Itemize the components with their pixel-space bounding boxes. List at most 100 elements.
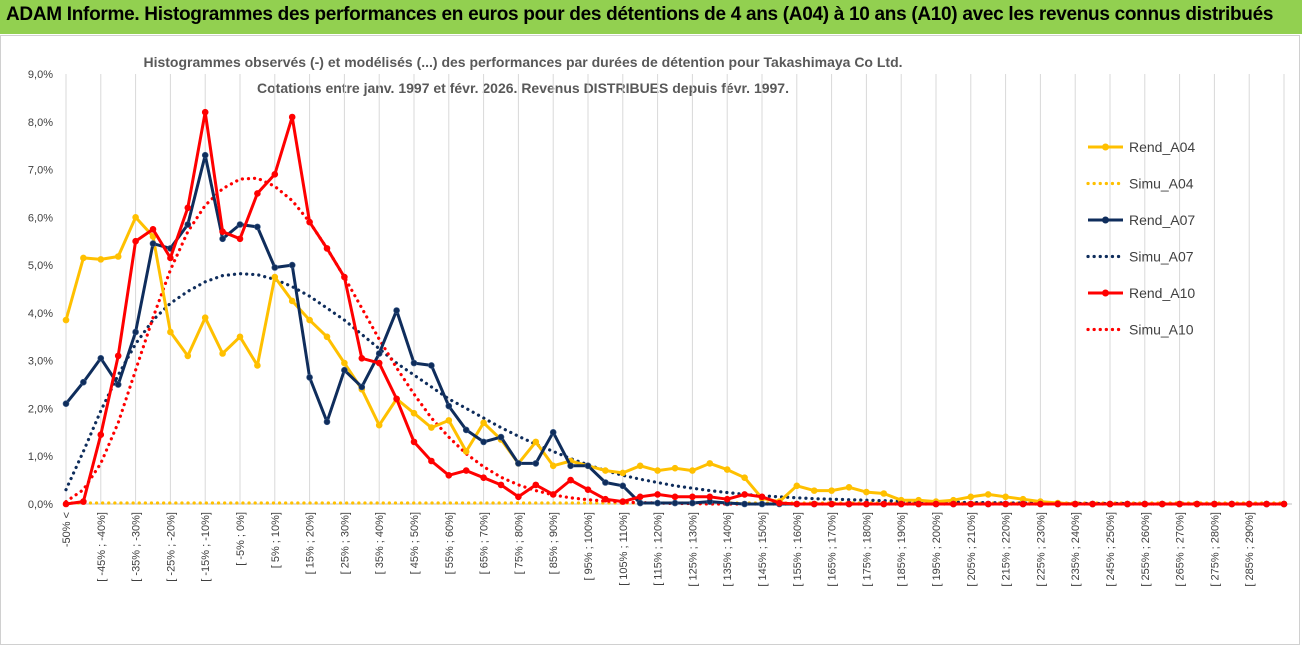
x-tick-label: [ 185% ; 190%] [896, 512, 908, 587]
data-point [393, 307, 400, 314]
data-point [532, 481, 540, 489]
x-tick-label: [ 175% ; 180%] [861, 512, 873, 587]
data-point [149, 240, 157, 247]
data-point [723, 466, 731, 473]
data-point [114, 352, 122, 360]
data-point [880, 500, 888, 508]
x-tick-label: [ 115% ; 120%] [653, 512, 665, 586]
data-point [532, 438, 540, 446]
data-point [62, 500, 70, 508]
x-tick-label: [ 55% ; 60%] [444, 512, 456, 574]
chart-subtitle: Cotations entre janv. 1997 et févr. 2026… [257, 80, 789, 96]
x-tick-label: [ 75% ; 80%] [513, 512, 525, 574]
x-tick-label: [ 275% ; 280%] [1209, 512, 1221, 587]
data-point [80, 378, 87, 386]
data-point [445, 402, 453, 410]
data-point [410, 409, 418, 417]
data-point [480, 438, 487, 446]
data-point [1228, 500, 1236, 508]
data-point [184, 352, 192, 360]
data-point [706, 460, 714, 467]
data-point [62, 400, 70, 407]
data-point [1054, 500, 1062, 508]
data-point [97, 354, 105, 362]
data-point [236, 333, 244, 341]
data-point [741, 491, 748, 498]
data-point [636, 462, 644, 470]
x-tick-label: [ 35% ; 40%] [374, 512, 386, 574]
data-point [863, 488, 870, 496]
data-point [532, 460, 540, 467]
x-tick-label: [ 265% ; 270%] [1175, 512, 1187, 587]
data-point [967, 500, 975, 508]
legend-label: Rend_A07 [1129, 212, 1195, 228]
data-point [288, 113, 296, 121]
series-group [62, 108, 1288, 508]
data-point [584, 486, 592, 493]
y-tick-label: 4,0% [28, 308, 53, 320]
data-point [410, 438, 418, 446]
data-point [445, 417, 453, 424]
data-point [828, 487, 835, 494]
data-point [462, 448, 470, 455]
y-tick-label: 5,0% [28, 260, 53, 272]
data-point [149, 225, 157, 233]
legend-marker [1102, 289, 1109, 297]
series-line [65, 110, 1284, 506]
y-axis: 0,0% 1,0% 2,0% 3,0% 4,0% 5,0% 6,0% 7,0% 8,0% 9,0% [28, 69, 53, 511]
series-Rend_A04 [62, 214, 1288, 508]
data-point [1106, 500, 1114, 508]
data-point [219, 228, 226, 235]
data-point [758, 493, 766, 501]
data-point [114, 381, 122, 388]
data-point [497, 481, 505, 489]
x-tick-label: [ 135% ; 140%] [722, 512, 734, 587]
data-point [428, 362, 435, 369]
x-axis: -50% < [ -45% ; -40%] [ -35% ; -30%] [ -25%… [61, 512, 1256, 587]
x-tick-label: [ 25% ; 30%] [339, 512, 351, 574]
data-point [845, 500, 853, 508]
data-point [602, 479, 609, 486]
data-point [132, 214, 139, 221]
y-tick-label: 1,0% [28, 451, 53, 463]
data-point [393, 395, 400, 403]
x-tick-label: [ 105% ; 110%] [618, 512, 630, 586]
data-point [793, 500, 801, 508]
data-point [184, 221, 192, 228]
x-tick-label: [ -35% ; -30%] [131, 512, 143, 582]
data-point [567, 462, 574, 470]
data-point [1037, 500, 1044, 508]
y-tick-label: 2,0% [28, 403, 53, 415]
x-tick-label: -50% < [61, 512, 73, 547]
data-point [619, 482, 627, 490]
data-point [897, 500, 905, 508]
data-point [184, 204, 192, 212]
data-point [323, 418, 331, 426]
chart-panel: Histogrammes observés (-) et modélisés (… [0, 35, 1300, 645]
data-point [341, 273, 348, 281]
data-point [671, 493, 679, 501]
y-tick-label: 3,0% [28, 356, 53, 368]
data-point [567, 476, 574, 484]
data-point [1124, 500, 1131, 508]
data-point [132, 328, 139, 336]
data-point [549, 462, 557, 470]
data-point [358, 383, 366, 391]
x-tick-label: [ 5% ; 10%] [270, 512, 282, 568]
legend-item-Rend_A10: Rend_A10 [1088, 285, 1195, 301]
chart-title: Histogrammes observés (-) et modélisés (… [143, 54, 902, 70]
data-point [428, 424, 435, 431]
data-point [689, 499, 696, 507]
data-point [462, 426, 470, 434]
data-point [793, 482, 801, 490]
data-point [219, 350, 226, 357]
data-point [758, 500, 766, 508]
data-point [288, 261, 296, 269]
x-tick-label: [ 155% ; 160%] [792, 512, 804, 587]
legend-item-Rend_A04: Rend_A04 [1088, 139, 1195, 155]
data-point [654, 467, 661, 474]
data-point [236, 221, 244, 228]
x-tick-label: [ 255% ; 260%] [1140, 512, 1152, 587]
x-tick-label: [ 235% ; 240%] [1070, 512, 1082, 587]
data-point [358, 354, 366, 362]
